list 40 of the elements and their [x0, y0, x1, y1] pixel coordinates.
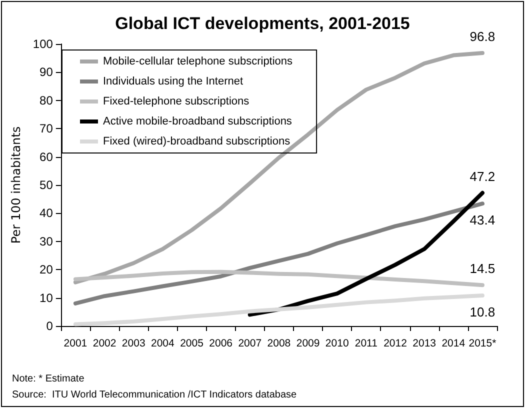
x-tick-label: 2015*: [468, 338, 496, 350]
y-tick-label: 0: [46, 319, 54, 333]
legend-label: Fixed-telephone subscriptions: [103, 96, 250, 108]
x-tick-label: 2012: [384, 338, 408, 350]
x-tick-label: 2004: [150, 338, 175, 350]
x-tick-label: 2009: [296, 338, 320, 350]
legend-label: Fixed (wired)-broadband subscriptions: [103, 136, 291, 148]
x-tick-label: 2013: [412, 338, 436, 350]
legend-label: Individuals using the Internet: [103, 76, 244, 88]
data-label: 14.5: [470, 261, 496, 276]
text: Note: * Estimate: [12, 374, 85, 384]
data-label: 43.4: [470, 212, 496, 228]
legend-label: Mobile-cellular telephone subscriptions: [103, 56, 294, 68]
x-tick-label: 2008: [267, 338, 291, 350]
y-tick-label: 20: [40, 262, 54, 277]
x-tick-label: 2001: [64, 338, 88, 350]
source-note: Source: ITU World Telecommunication /ICT Indicators database: [12, 390, 298, 400]
x-tick-label: 2002: [92, 338, 116, 350]
data-label: 47.2: [470, 168, 496, 184]
y-tick-label: 30: [40, 234, 54, 248]
y-tick-label: 100: [32, 37, 54, 51]
legend-label: Active mobile-broadband subscriptions: [103, 116, 292, 128]
x-tick-label: 2005: [180, 338, 204, 350]
x-tick-label: 2003: [122, 338, 146, 350]
x-tick-label: 2010: [325, 338, 349, 350]
x-tick-label: 2006: [209, 338, 233, 350]
y-tick-label: 10: [40, 290, 54, 305]
y-tick-label: 90: [40, 65, 54, 80]
data-label: 96.8: [470, 29, 496, 44]
y-tick-label: 80: [40, 93, 54, 108]
y-axis-title: Per 100 inhabitants: [9, 126, 23, 244]
y-tick-label: 60: [40, 150, 54, 164]
x-tick-label: 2007: [238, 338, 262, 350]
x-tick-label: 2011: [354, 338, 378, 350]
chart-title: Global ICT developments, 2001-2015: [115, 14, 410, 33]
data-label: 10.8: [470, 304, 496, 320]
x-tick-label: 2014: [442, 338, 466, 350]
y-tick-label: 50: [40, 178, 54, 192]
y-tick-label: 40: [40, 206, 54, 220]
y-tick-label: 70: [40, 122, 54, 136]
